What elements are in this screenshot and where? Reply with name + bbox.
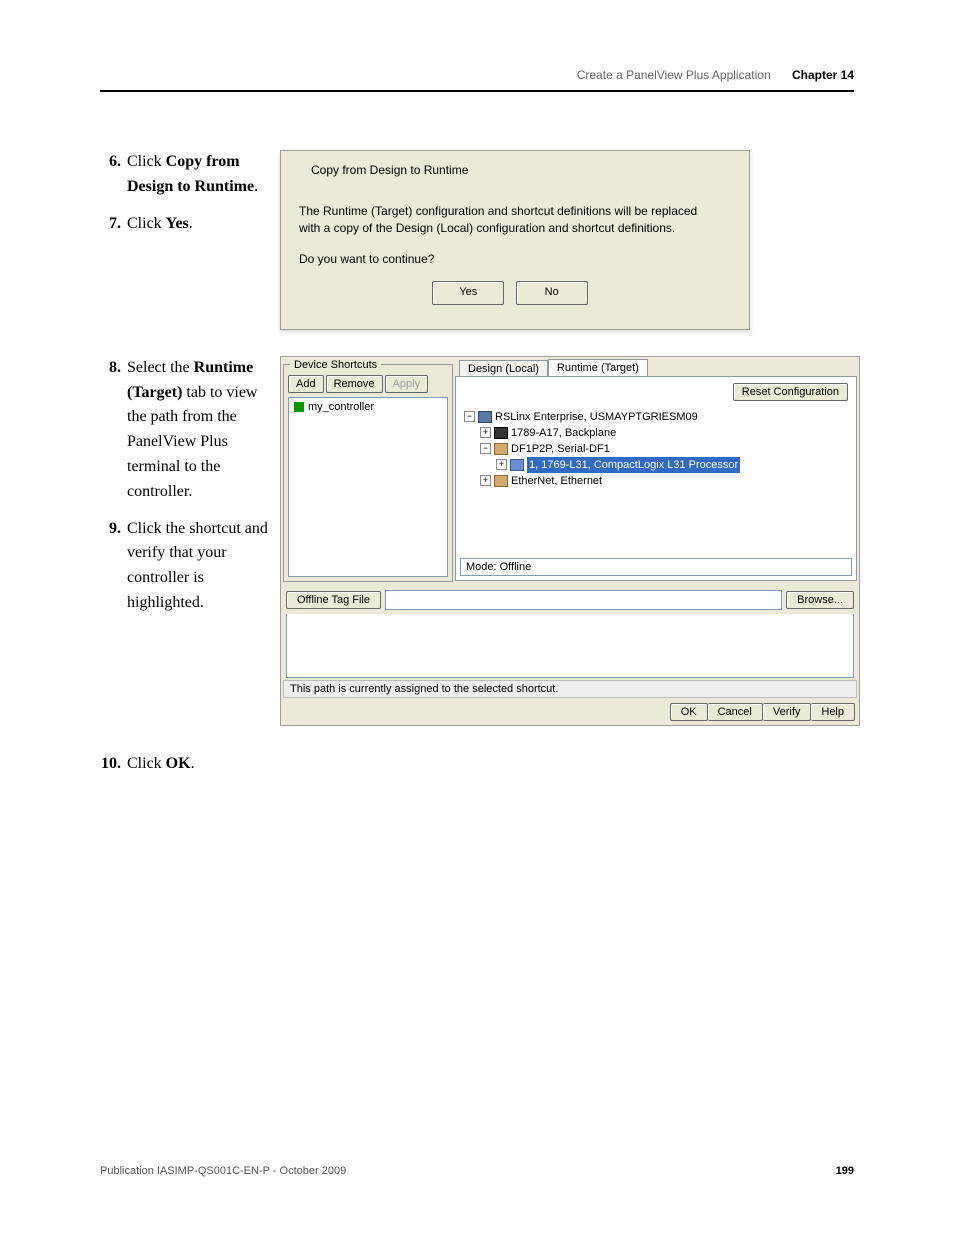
- comm-setup-dialog: Device Shortcuts Add Remove Apply my_con…: [280, 356, 860, 726]
- yes-button[interactable]: Yes: [432, 281, 504, 304]
- collapse-icon[interactable]: −: [480, 443, 491, 454]
- tabs-panel: Design (Local) Runtime (Target) Reset Co…: [455, 357, 859, 584]
- page-header: Create a PanelView Plus Application Chap…: [577, 68, 854, 82]
- tree-node[interactable]: − DF1P2P, Serial-DF1: [464, 441, 848, 457]
- network-icon: [494, 475, 508, 487]
- ok-button[interactable]: OK: [670, 703, 708, 721]
- tag-file-display: [286, 614, 854, 678]
- expand-icon[interactable]: +: [496, 459, 507, 470]
- tab-design-local[interactable]: Design (Local): [459, 360, 548, 377]
- tree-node-selected[interactable]: + 1, 1769-L31, CompactLogix L31 Processo…: [464, 457, 848, 473]
- mode-status: Mode: Offline: [460, 558, 852, 576]
- cancel-button[interactable]: Cancel: [708, 703, 763, 721]
- shortcut-item[interactable]: my_controller: [294, 401, 442, 413]
- step-6: 6. Click Copy from Design to Runtime.: [95, 150, 280, 200]
- add-button[interactable]: Add: [288, 375, 324, 393]
- chapter-label: Chapter 14: [792, 68, 854, 82]
- page-content: 6. Click Copy from Design to Runtime. 7.…: [95, 150, 854, 799]
- section-title: Create a PanelView Plus Application: [577, 68, 771, 82]
- copy-dialog: Copy from Design to Runtime The Runtime …: [280, 150, 750, 330]
- step-8: 8. Select the Runtime (Target) tab to vi…: [95, 356, 280, 505]
- offline-tag-file-button[interactable]: Offline Tag File: [286, 591, 381, 609]
- flag-icon: [294, 402, 304, 412]
- tab-runtime-target[interactable]: Runtime (Target): [548, 359, 648, 376]
- step-7: 7. Click Yes.: [95, 212, 280, 237]
- step-10: 10. Click OK.: [95, 752, 280, 777]
- no-button[interactable]: No: [516, 281, 588, 304]
- publication-footer: Publication IASIMP-QS001C-EN-P - October…: [100, 1165, 346, 1177]
- offline-tag-file-row: Offline Tag File Browse...: [281, 584, 859, 614]
- offline-tag-file-input[interactable]: [385, 590, 782, 610]
- collapse-icon[interactable]: −: [464, 411, 475, 422]
- verify-button[interactable]: Verify: [763, 703, 812, 721]
- header-rule: [100, 90, 854, 92]
- page-number: 199: [836, 1165, 854, 1177]
- apply-button[interactable]: Apply: [385, 375, 429, 393]
- expand-icon[interactable]: +: [480, 427, 491, 438]
- backplane-icon: [494, 427, 508, 439]
- reset-configuration-button[interactable]: Reset Configuration: [733, 383, 848, 401]
- network-icon: [494, 443, 508, 455]
- tab-body: Reset Configuration − RSLinx Enterprise,…: [455, 376, 857, 581]
- tree-node[interactable]: + EtherNet, Ethernet: [464, 473, 848, 489]
- device-shortcuts-panel: Device Shortcuts Add Remove Apply my_con…: [283, 359, 453, 582]
- device-tree[interactable]: − RSLinx Enterprise, USMAYPTGRIESM09 + 1…: [464, 409, 848, 534]
- expand-icon[interactable]: +: [480, 475, 491, 486]
- tree-node[interactable]: + 1789-A17, Backplane: [464, 425, 848, 441]
- computer-icon: [478, 411, 492, 423]
- browse-button[interactable]: Browse...: [786, 591, 854, 609]
- tree-root[interactable]: − RSLinx Enterprise, USMAYPTGRIESM09: [464, 409, 848, 425]
- processor-icon: [510, 459, 524, 471]
- status-bar: This path is currently assigned to the s…: [283, 680, 857, 698]
- help-button[interactable]: Help: [811, 703, 855, 721]
- dialog-title: Copy from Design to Runtime: [281, 151, 749, 185]
- shortcut-list[interactable]: my_controller: [288, 397, 448, 577]
- dialog-body: The Runtime (Target) configuration and s…: [281, 185, 749, 329]
- step-9: 9. Click the shortcut and verify that yo…: [95, 517, 280, 616]
- remove-button[interactable]: Remove: [326, 375, 383, 393]
